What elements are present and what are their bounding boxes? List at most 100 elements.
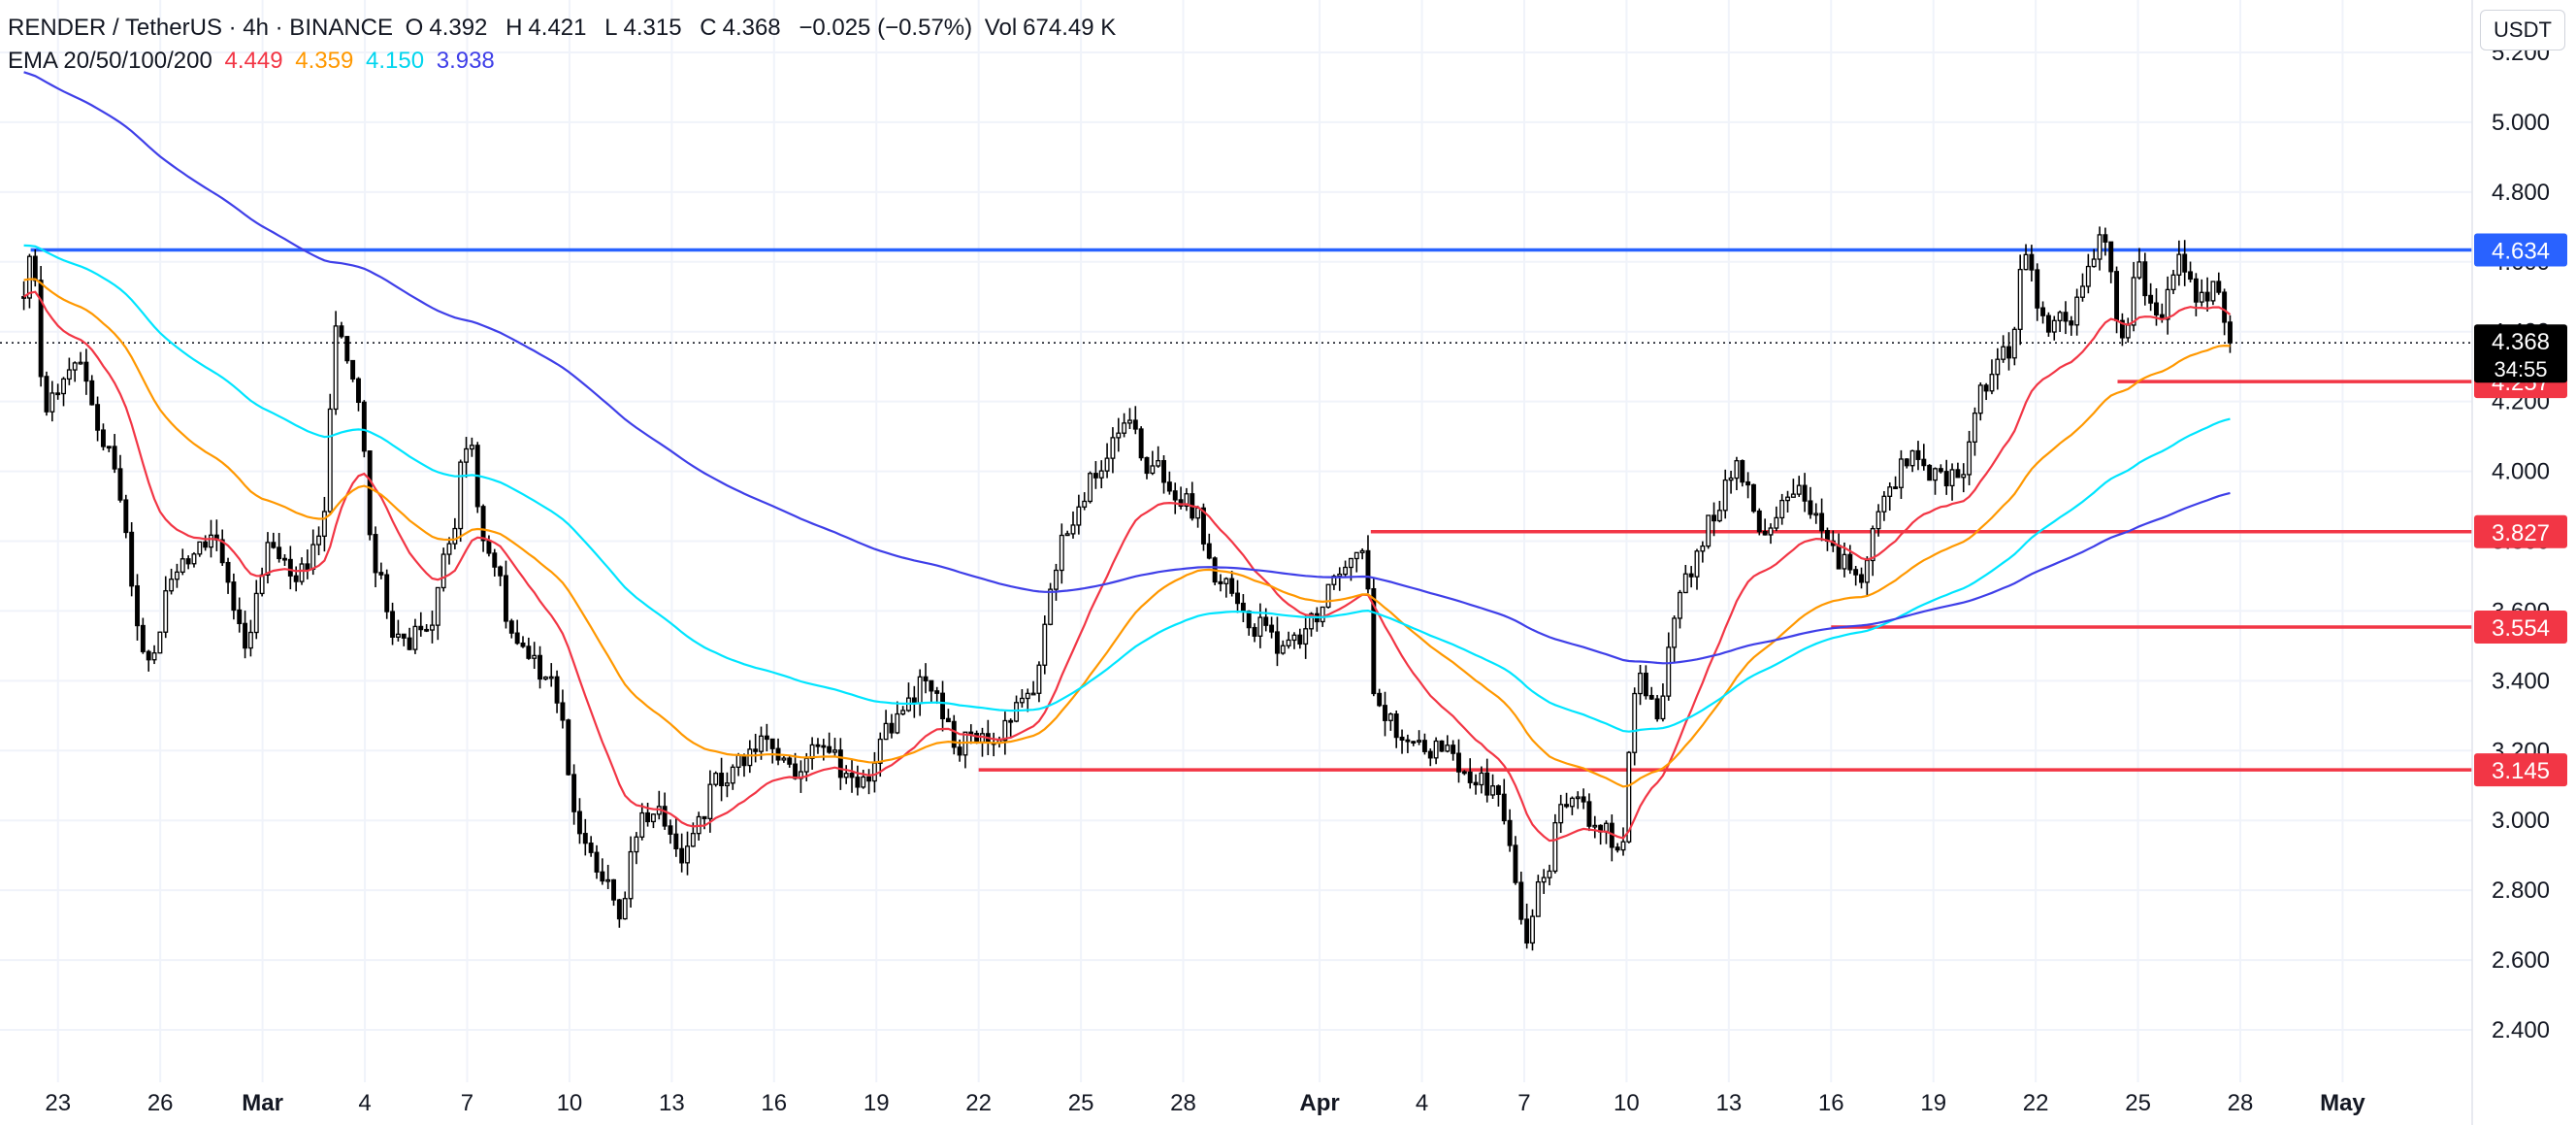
candle[interactable]	[2091, 258, 2097, 268]
candle[interactable]	[350, 359, 356, 380]
candle[interactable]	[600, 871, 605, 882]
candle[interactable]	[861, 776, 866, 788]
ema-label[interactable]: EMA 20/50/100/200	[8, 48, 212, 74]
candle[interactable]	[378, 572, 384, 576]
candle[interactable]	[707, 783, 713, 819]
candle[interactable]	[1558, 804, 1564, 824]
candle[interactable]	[1870, 527, 1875, 562]
candle[interactable]	[1716, 510, 1722, 522]
candle[interactable]	[1433, 740, 1439, 759]
candle[interactable]	[1116, 432, 1122, 439]
candle[interactable]	[1961, 474, 1967, 479]
candle[interactable]	[435, 586, 440, 626]
candle[interactable]	[1933, 468, 1938, 481]
candle[interactable]	[2136, 261, 2142, 279]
candle[interactable]	[2103, 234, 2108, 243]
candle[interactable]	[1252, 626, 1257, 637]
candle[interactable]	[576, 811, 582, 835]
candle[interactable]	[560, 702, 566, 721]
candle[interactable]	[407, 637, 412, 650]
candle[interactable]	[2029, 253, 2035, 271]
candle[interactable]	[395, 633, 401, 638]
candle[interactable]	[1479, 772, 1484, 786]
candle[interactable]	[1138, 428, 1144, 459]
candle[interactable]	[1405, 739, 1411, 743]
candle[interactable]	[282, 557, 287, 561]
candle[interactable]	[384, 574, 390, 612]
candle[interactable]	[458, 461, 464, 530]
candle[interactable]	[1002, 719, 1008, 742]
candle[interactable]	[135, 585, 140, 627]
candle[interactable]	[1126, 419, 1132, 424]
candle[interactable]	[305, 563, 310, 571]
candle[interactable]	[542, 676, 548, 680]
candle[interactable]	[2204, 291, 2210, 302]
candle[interactable]	[724, 782, 730, 786]
candle[interactable]	[1427, 750, 1433, 759]
candle[interactable]	[247, 631, 253, 649]
candle[interactable]	[645, 811, 651, 823]
candle[interactable]	[271, 542, 277, 548]
candle[interactable]	[929, 679, 934, 692]
candle[interactable]	[418, 625, 424, 631]
candle[interactable]	[588, 843, 594, 853]
candle[interactable]	[1977, 384, 1983, 414]
candle[interactable]	[1359, 549, 1365, 553]
candle[interactable]	[95, 404, 101, 431]
candle[interactable]	[566, 719, 571, 776]
candle[interactable]	[889, 722, 895, 734]
candle[interactable]	[299, 563, 305, 582]
currency-button[interactable]: USDT	[2480, 10, 2565, 50]
level-tag-4.634[interactable]	[2474, 233, 2567, 267]
candle[interactable]	[1779, 499, 1785, 519]
candle[interactable]	[1008, 719, 1014, 723]
candle[interactable]	[225, 561, 231, 583]
candle[interactable]	[1524, 918, 1530, 944]
candle[interactable]	[66, 369, 72, 381]
candle[interactable]	[1734, 460, 1740, 480]
candle[interactable]	[713, 773, 719, 785]
candle[interactable]	[1218, 580, 1223, 584]
candle[interactable]	[2074, 296, 2080, 326]
candle[interactable]	[1082, 500, 1088, 508]
candle[interactable]	[1648, 694, 1654, 700]
candle[interactable]	[1461, 771, 1467, 775]
candle[interactable]	[639, 811, 645, 838]
candle[interactable]	[1995, 358, 2001, 376]
candle[interactable]	[532, 654, 538, 659]
candle[interactable]	[1972, 413, 1977, 443]
candle[interactable]	[117, 468, 123, 501]
candle[interactable]	[1325, 583, 1331, 609]
candle[interactable]	[1740, 460, 1745, 483]
candle[interactable]	[1348, 557, 1353, 569]
candle[interactable]	[1042, 623, 1048, 666]
candle[interactable]	[277, 546, 282, 560]
candle[interactable]	[1184, 493, 1190, 508]
candle[interactable]	[1983, 384, 1989, 392]
candle[interactable]	[1700, 545, 1706, 552]
candle[interactable]	[759, 735, 764, 752]
candle[interactable]	[219, 539, 225, 564]
candle[interactable]	[2097, 234, 2103, 260]
candle[interactable]	[1626, 751, 1632, 843]
candle[interactable]	[1473, 781, 1479, 786]
candle[interactable]	[367, 450, 373, 536]
candle[interactable]	[900, 710, 906, 715]
candle[interactable]	[1383, 705, 1387, 721]
candle[interactable]	[1938, 468, 1943, 473]
candle[interactable]	[1927, 464, 1933, 481]
candle[interactable]	[934, 690, 940, 694]
candle[interactable]	[1875, 511, 1881, 530]
candle[interactable]	[787, 757, 793, 765]
candle[interactable]	[1513, 844, 1518, 883]
candle[interactable]	[917, 676, 923, 705]
candle[interactable]	[243, 622, 248, 649]
candle[interactable]	[1541, 877, 1547, 883]
candle[interactable]	[191, 553, 197, 565]
level-tag-3.827[interactable]	[2474, 514, 2567, 548]
candle[interactable]	[2148, 294, 2154, 304]
candle[interactable]	[968, 731, 974, 735]
candle[interactable]	[1104, 457, 1110, 472]
candle[interactable]	[486, 540, 492, 554]
candle[interactable]	[1864, 559, 1870, 583]
